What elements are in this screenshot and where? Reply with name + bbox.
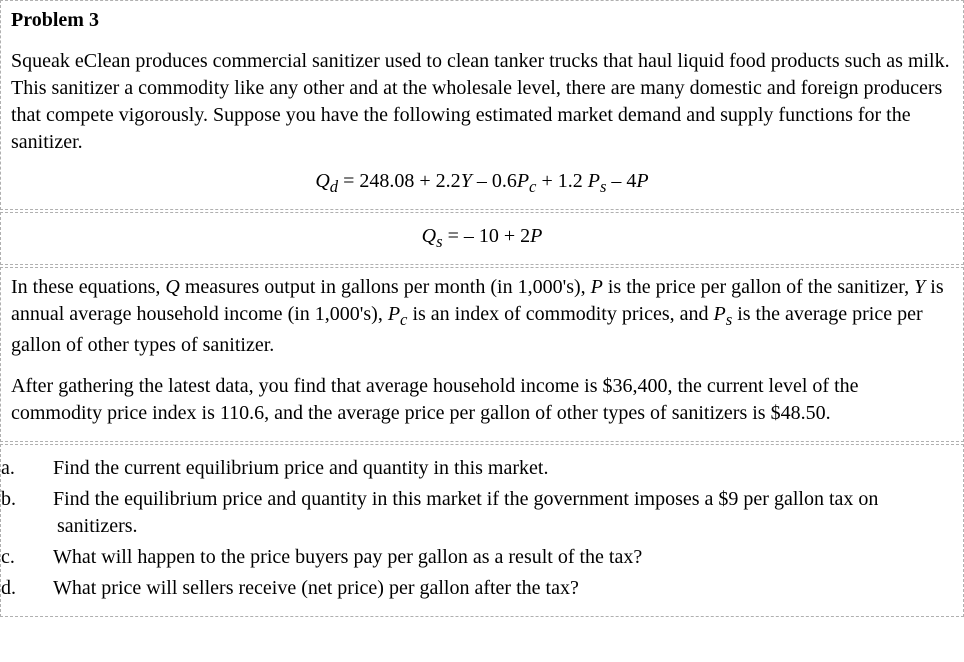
section-header-intro: Problem 3 Squeak eClean produces commerc…	[0, 0, 964, 210]
text-run: is an index of commodity prices, and	[407, 303, 713, 325]
paragraph-definitions: In these equations, Q measures output in…	[11, 274, 953, 359]
question-marker: a.	[29, 455, 53, 482]
question-marker: b.	[29, 486, 53, 513]
symbol-Q: Q	[165, 276, 179, 298]
text-run: is the price per gallon of the sanitizer…	[603, 276, 914, 298]
symbol-Pc: Pc	[388, 303, 408, 325]
symbol-Y: Y	[914, 276, 925, 298]
symbol-P: P	[591, 276, 603, 298]
section-questions: a.Find the current equilibrium price and…	[0, 444, 964, 617]
paragraph-intro: Squeak eClean produces commercial saniti…	[11, 48, 953, 156]
question-text: What will happen to the price buyers pay…	[53, 546, 642, 568]
symbol-Ps: Ps	[714, 303, 733, 325]
text-run: In these equations,	[11, 276, 165, 298]
question-c: c.What will happen to the price buyers p…	[29, 544, 953, 571]
section-supply: Qs = – 10 + 2P	[0, 212, 964, 265]
question-b: b.Find the equilibrium price and quantit…	[29, 486, 953, 540]
section-definitions: In these equations, Q measures output in…	[0, 267, 964, 442]
text-run: measures output in gallons per month (in…	[180, 276, 591, 298]
question-a: a.Find the current equilibrium price and…	[29, 455, 953, 482]
paragraph-givens: After gathering the latest data, you fin…	[11, 373, 953, 427]
question-text: Find the current equilibrium price and q…	[53, 457, 548, 479]
question-marker: d.	[29, 575, 53, 602]
problem-title: Problem 3	[11, 7, 953, 34]
equation-supply: Qs = – 10 + 2P	[11, 225, 953, 252]
equation-demand: Qd = 248.08 + 2.2Y – 0.6Pc + 1.2 Ps – 4P	[11, 170, 953, 197]
question-marker: c.	[29, 544, 53, 571]
question-d: d.What price will sellers receive (net p…	[29, 575, 953, 602]
question-list: a.Find the current equilibrium price and…	[11, 455, 953, 602]
question-text: Find the equilibrium price and quantity …	[53, 488, 878, 537]
question-text: What price will sellers receive (net pri…	[53, 577, 579, 599]
